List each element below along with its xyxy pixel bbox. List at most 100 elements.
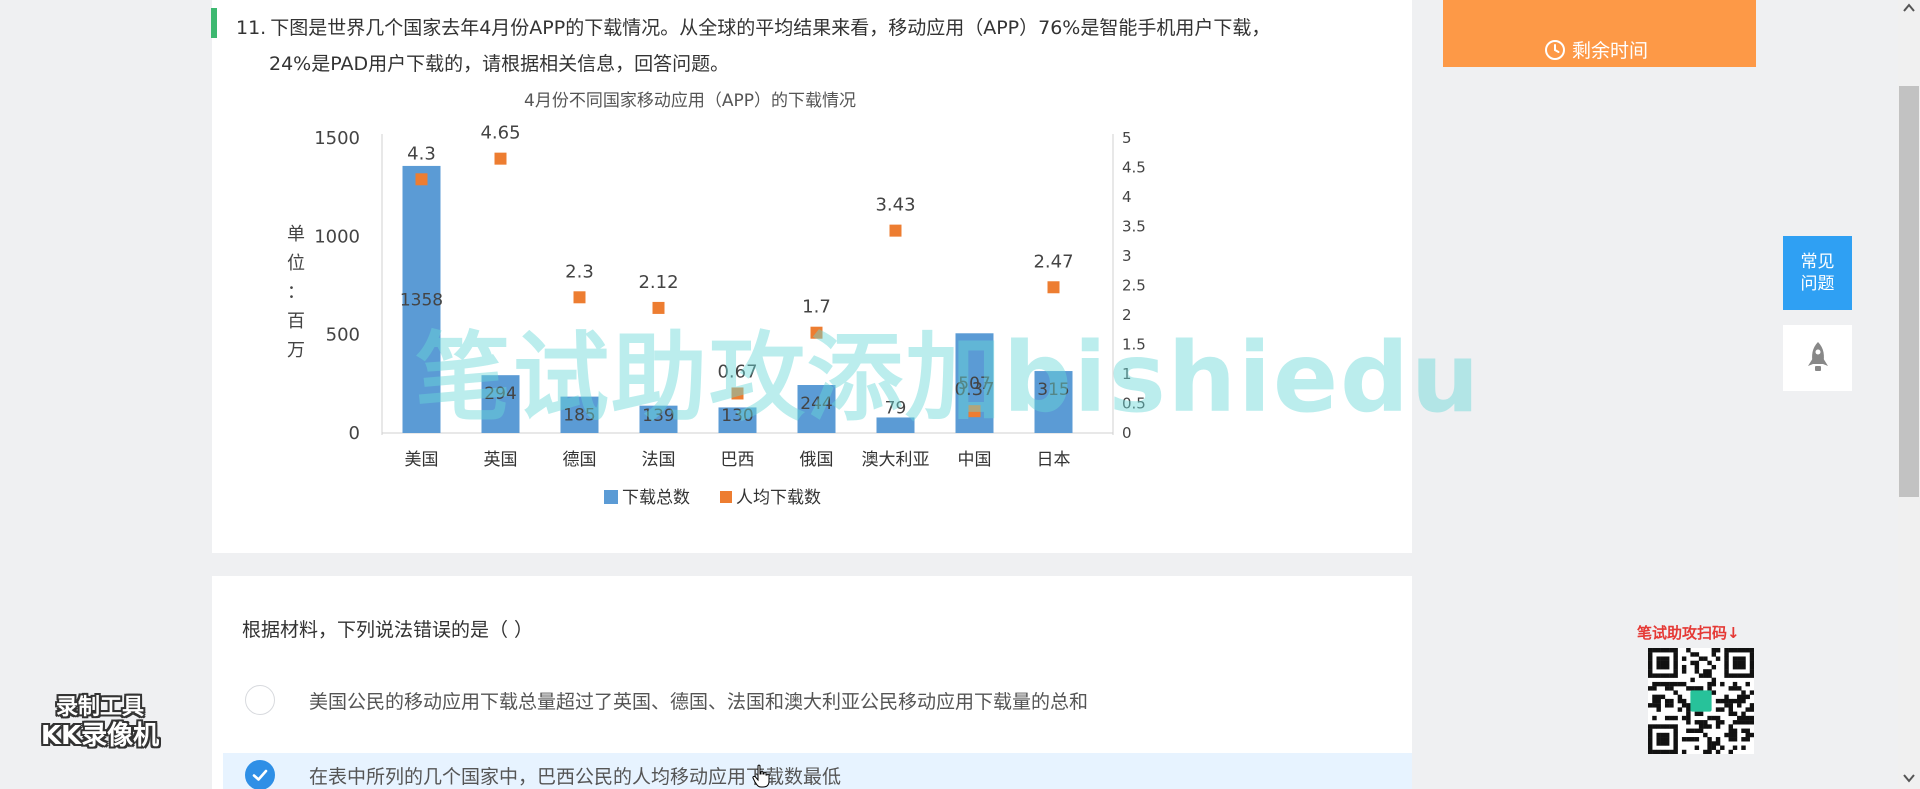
bar: [876, 417, 915, 433]
x-tick-label: 日本: [1037, 450, 1071, 470]
x-tick-label: 德国: [563, 450, 597, 470]
scatter-value-label: 4.3: [407, 143, 436, 164]
qr-code: [1648, 648, 1754, 754]
option-b-text: 在表中所列的几个国家中，巴西公民的人均移动应用下载数最低: [309, 765, 842, 788]
scatter-point: [731, 387, 744, 400]
bar-value-label: 244: [800, 394, 832, 414]
scatter-value-label: 1.7: [802, 297, 831, 318]
bar: [402, 165, 441, 433]
scan-label: 笔试助攻扫码↓: [1637, 624, 1740, 642]
question-number: 11.: [236, 17, 267, 39]
scatter-point: [573, 291, 586, 304]
y-tick-label: 500: [326, 325, 360, 346]
x-tick-label: 英国: [484, 450, 518, 470]
hand-cursor-icon: [752, 764, 770, 788]
y2-tick-label: 5: [1122, 129, 1132, 147]
y2-tick-label: 2: [1122, 306, 1132, 324]
question-text-line1: 下图是世界几个国家去年4月份APP的下载情况。从全球的平均结果来看，移动应用（A…: [270, 17, 1271, 39]
scatter-point: [415, 173, 428, 186]
legend-label-downloads: 下载总数: [622, 488, 690, 508]
chart-title: 4月份不同国家移动应用（APP）的下载情况: [524, 91, 856, 111]
question-text-line2: 24%是PAD用户下载的，请根据相关信息，回答问题。: [269, 53, 730, 75]
y2-tick-label: 0: [1122, 424, 1132, 442]
question-accent-bar: [211, 8, 217, 38]
bar: [639, 405, 678, 433]
scatter-point: [889, 224, 902, 237]
faq-label-2: 问题: [1800, 274, 1835, 294]
download-chart: 4月份不同国家移动应用（APP）的下载情况 0 500 1000 1500 0 0.5 1 1.…: [270, 84, 1150, 524]
bar: [1034, 371, 1073, 433]
bar-value-label: 507: [958, 374, 990, 394]
y2-tick-label: 0.5: [1122, 395, 1146, 413]
scrollbar-thumb[interactable]: [1899, 86, 1919, 497]
y2-tick-label: 4.5: [1122, 159, 1146, 177]
timer-text: 剩余时间: [1572, 40, 1649, 62]
x-tick-label: 中国: [958, 450, 992, 470]
bar: [718, 407, 757, 433]
scatter-point: [810, 326, 823, 339]
option-b[interactable]: 在表中所列的几个国家中，巴西公民的人均移动应用下载数最低: [223, 753, 1412, 789]
scatter-value-label: 2.47: [1033, 251, 1073, 272]
qr-code-image: [1648, 648, 1754, 754]
y-axis-label-char: ：: [287, 282, 305, 303]
x-tick-label: 俄国: [800, 450, 834, 470]
y-tick-label: 1500: [314, 128, 360, 149]
answer-prompt: 根据材料，下列说法错误的是（ ）: [242, 619, 534, 641]
bar: [481, 375, 520, 433]
bar-value-label: 1358: [400, 290, 443, 310]
scatter-point: [652, 301, 665, 314]
faq-button[interactable]: 常见 问题: [1783, 236, 1852, 310]
y2-tick-label: 4: [1122, 188, 1132, 206]
y2-tick-label: 3: [1122, 247, 1132, 265]
scatter-point: [1047, 281, 1060, 294]
legend-swatch-per-capita: [720, 491, 732, 503]
bar-value-label: 130: [721, 406, 753, 426]
clock-icon: [1545, 39, 1565, 60]
question-text: 11. 下图是世界几个国家去年4月份APP的下载情况。从全球的平均结果来看，移动应…: [236, 10, 1386, 82]
option-a-radio[interactable]: [245, 685, 275, 715]
bar-value-label: 294: [484, 384, 516, 404]
scatter-value-label: 4.65: [480, 123, 520, 144]
timer-label: 剩余时间: [1544, 36, 1648, 63]
rocket-icon: [1807, 342, 1828, 371]
option-b-radio-checked[interactable]: [245, 760, 275, 789]
scroll-up-arrow-icon[interactable]: [1902, 0, 1916, 16]
y-axis-label-char: 百: [287, 311, 305, 332]
legend-label-per-capita: 人均下载数: [736, 488, 821, 508]
scatter-value-label: 2.3: [565, 261, 594, 282]
y-axis-label-char: 万: [287, 340, 305, 361]
scatter-point: [968, 405, 981, 418]
option-a[interactable]: 美国公民的移动应用下载总量超过了英国、德国、法国和澳大利亚公民移动应用下载量的总…: [223, 678, 1412, 722]
legend-swatch-downloads: [604, 490, 618, 504]
y-tick-label: 1000: [314, 226, 360, 247]
y2-tick-label: 2.5: [1122, 277, 1146, 295]
bar-value-label: 315: [1037, 380, 1069, 400]
y2-tick-label: 1: [1122, 365, 1132, 383]
recorder-logo-line2: KK录像机: [40, 721, 160, 751]
x-tick-label: 美国: [405, 450, 439, 470]
x-tick-label: 法国: [642, 450, 676, 470]
y-axis-label-char: 单: [287, 224, 305, 245]
y-axis-label-char: 位: [287, 253, 305, 274]
timer-box: [1443, 0, 1756, 67]
y2-tick-label: 1.5: [1122, 336, 1146, 354]
x-tick-label: 巴西: [721, 450, 755, 470]
chart-svg: 4月份不同国家移动应用（APP）的下载情况 0 500 1000 1500 0 0.5 1 1.…: [287, 91, 1146, 508]
option-a-text: 美国公民的移动应用下载总量超过了英国、德国、法国和澳大利亚公民移动应用下载量的总…: [309, 690, 1089, 713]
scatter-value-label: 0.67: [717, 361, 757, 382]
bar: [797, 385, 836, 433]
y-tick-label: 0: [349, 423, 360, 444]
scroll-down-arrow-icon[interactable]: [1902, 770, 1916, 786]
bar-value-label: 139: [642, 406, 674, 426]
back-to-top-button[interactable]: [1783, 325, 1852, 391]
scatter-value-label: 0.37: [954, 379, 994, 400]
scatter-value-label: 3.43: [875, 195, 915, 216]
bar: [560, 396, 599, 433]
scatter-value-label: 2.12: [638, 272, 678, 293]
recorder-logo-line1: 录制工具: [55, 695, 144, 720]
x-tick-label: 澳大利亚: [862, 450, 930, 470]
y2-tick-label: 3.5: [1122, 218, 1146, 236]
bar-value-label: 79: [885, 398, 907, 418]
recorder-logo: 录制工具 KK录像机: [28, 694, 172, 750]
scatter-point: [494, 152, 507, 165]
